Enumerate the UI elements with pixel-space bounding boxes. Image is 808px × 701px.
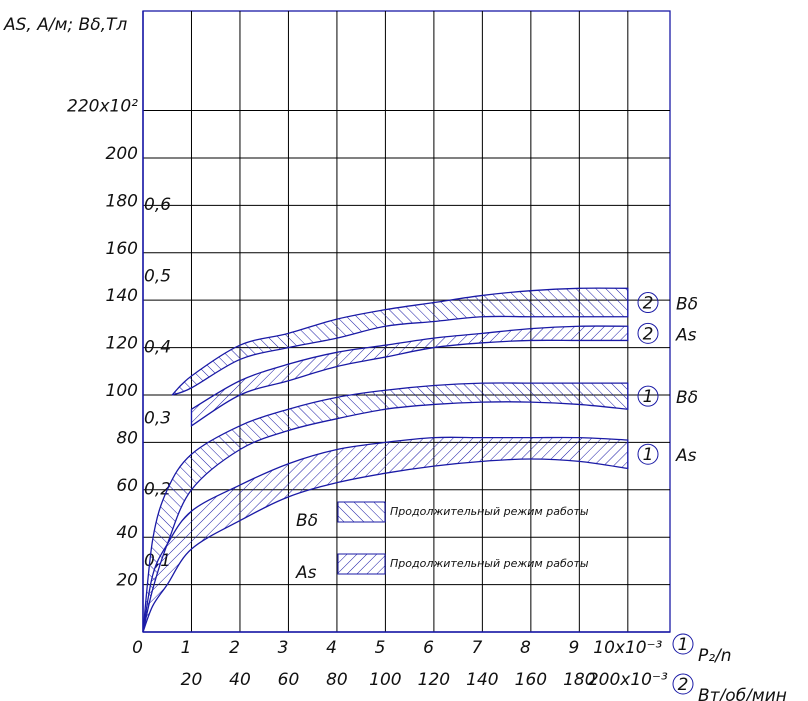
legend-text: Продолжительный режим работы	[390, 557, 589, 570]
legend-name: As	[295, 563, 317, 583]
y2-tick-label: 0,3	[144, 409, 171, 429]
y-tick-label: 120	[106, 334, 138, 354]
y-tick-label: 100	[106, 381, 138, 401]
band-marker-circle	[637, 292, 659, 314]
x-tick-label: 6	[423, 638, 434, 658]
x2-tick-label: 200x10⁻³	[588, 670, 668, 690]
x-axis-label: P₂/n	[698, 646, 732, 666]
marker-number: 2	[678, 675, 689, 695]
band-marker-circle	[637, 322, 659, 344]
y-tick-label: 60	[116, 476, 138, 496]
y2-tick-label: 0,2	[144, 480, 171, 500]
y-tick-label: 140	[106, 286, 138, 306]
x2-tick-label: 120	[418, 670, 450, 690]
band-area	[171, 287, 629, 396]
legend-swatch	[337, 553, 386, 575]
legend-name: Bδ	[296, 511, 318, 531]
x-tick-label: 3	[278, 638, 289, 658]
x2-tick-label: 160	[515, 670, 547, 690]
band-marker-number: 2	[643, 324, 654, 344]
y2-tick-label: 0,5	[144, 266, 171, 286]
y-tick-label: 220x10²	[67, 97, 138, 117]
x-tick-label: 1	[181, 638, 192, 658]
band-marker-circle	[637, 443, 659, 465]
x-tick-label: 5	[375, 638, 386, 658]
y2-tick-label: 0,4	[144, 337, 171, 357]
y-axis-label: AS, A/м; Bδ,Тл	[3, 15, 127, 35]
band-name: As	[675, 325, 697, 345]
legend-swatch	[337, 501, 386, 523]
x2-tick-label: 180	[563, 670, 595, 690]
y-tick-label: 40	[116, 523, 138, 543]
x-tick-label: 7	[472, 638, 483, 658]
band-name: Bδ	[676, 295, 698, 315]
y-tick-label: 80	[116, 428, 138, 448]
y2-tick-label: 0,6	[144, 195, 171, 215]
y-tick-label: 180	[106, 191, 138, 211]
y-tick-label: 20	[116, 571, 138, 591]
band-area	[142, 436, 629, 633]
x2-tick-label: 60	[278, 670, 300, 690]
marker-number: 1	[678, 635, 689, 655]
marker-circle	[672, 673, 694, 695]
band-name: As	[675, 446, 697, 466]
x-tick-label: 0	[132, 638, 143, 658]
legend-text: Продолжительный режим работы	[390, 505, 589, 518]
x2-tick-label: 40	[229, 670, 251, 690]
x2-tick-label: 80	[326, 670, 348, 690]
x-tick-label: 2	[229, 638, 240, 658]
band-area	[142, 382, 629, 633]
y-tick-label: 200	[106, 144, 138, 164]
y-tick-label: 160	[106, 239, 138, 259]
band-marker-number: 1	[643, 387, 654, 407]
x2-tick-label: 100	[369, 670, 401, 690]
x-tick-label: 10x10⁻³	[593, 638, 662, 658]
x-tick-label: 9	[569, 638, 580, 658]
x2-tick-label: 20	[181, 670, 203, 690]
marker-circle	[672, 633, 694, 655]
band-marker-number: 1	[643, 445, 654, 465]
x-tick-label: 8	[520, 638, 531, 658]
x-tick-label: 4	[326, 638, 337, 658]
band-marker-number: 2	[643, 294, 654, 314]
band-area	[190, 325, 629, 427]
band-name: Bδ	[676, 388, 698, 408]
band-marker-circle	[637, 385, 659, 407]
x-axis-label: Вт/об/мин	[698, 686, 787, 701]
x2-tick-label: 140	[466, 670, 498, 690]
